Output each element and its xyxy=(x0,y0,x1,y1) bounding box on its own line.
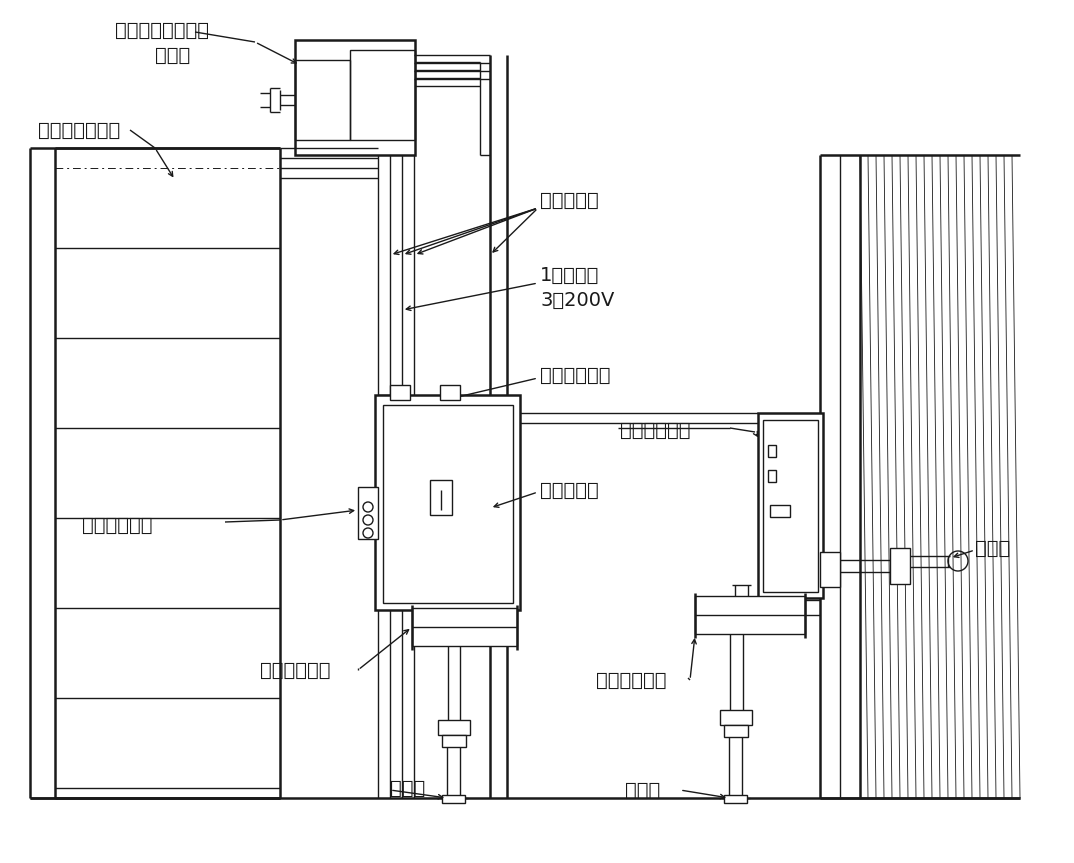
Text: 水圧スイッチ: 水圧スイッチ xyxy=(596,671,667,690)
Bar xyxy=(438,720,470,735)
Text: 3相200V: 3相200V xyxy=(540,291,614,310)
Text: 排水管: 排水管 xyxy=(390,778,425,797)
Bar xyxy=(295,60,350,140)
Bar xyxy=(390,385,410,400)
Bar xyxy=(295,40,415,155)
Bar xyxy=(821,552,840,587)
Text: 排水管: 排水管 xyxy=(625,780,661,799)
Bar xyxy=(695,596,806,634)
Text: 非常電源装置: 非常電源装置 xyxy=(620,420,691,439)
Bar xyxy=(383,405,513,603)
Bar xyxy=(758,413,823,598)
Bar xyxy=(720,710,752,725)
Text: オーバードアー: オーバードアー xyxy=(38,121,120,140)
Text: 非常電源装置: 非常電源装置 xyxy=(540,366,610,385)
Bar xyxy=(768,445,777,457)
Bar xyxy=(763,420,818,592)
Text: 鈴製電線管: 鈴製電線管 xyxy=(540,191,598,210)
Text: オーバードアー用: オーバードアー用 xyxy=(115,21,209,40)
Text: 電動機: 電動機 xyxy=(155,46,190,65)
Text: 送水口: 送水口 xyxy=(975,539,1011,557)
Bar xyxy=(440,385,460,400)
Bar xyxy=(430,480,452,515)
Bar xyxy=(442,795,465,803)
Bar xyxy=(890,548,910,584)
Text: 水圧スイッチ: 水圧スイッチ xyxy=(260,660,331,679)
Text: 1次側電源: 1次側電源 xyxy=(540,266,599,285)
Bar xyxy=(412,608,517,646)
Bar xyxy=(375,395,520,610)
Bar xyxy=(770,505,790,517)
Bar xyxy=(442,735,466,747)
Bar xyxy=(768,470,777,482)
Bar xyxy=(358,487,378,539)
Bar xyxy=(350,50,415,140)
Bar xyxy=(724,725,748,737)
Bar xyxy=(724,795,748,803)
Text: 鈴製電線管: 鈴製電線管 xyxy=(540,481,598,500)
Text: 押鈕スイッチ: 押鈕スイッチ xyxy=(82,515,153,534)
